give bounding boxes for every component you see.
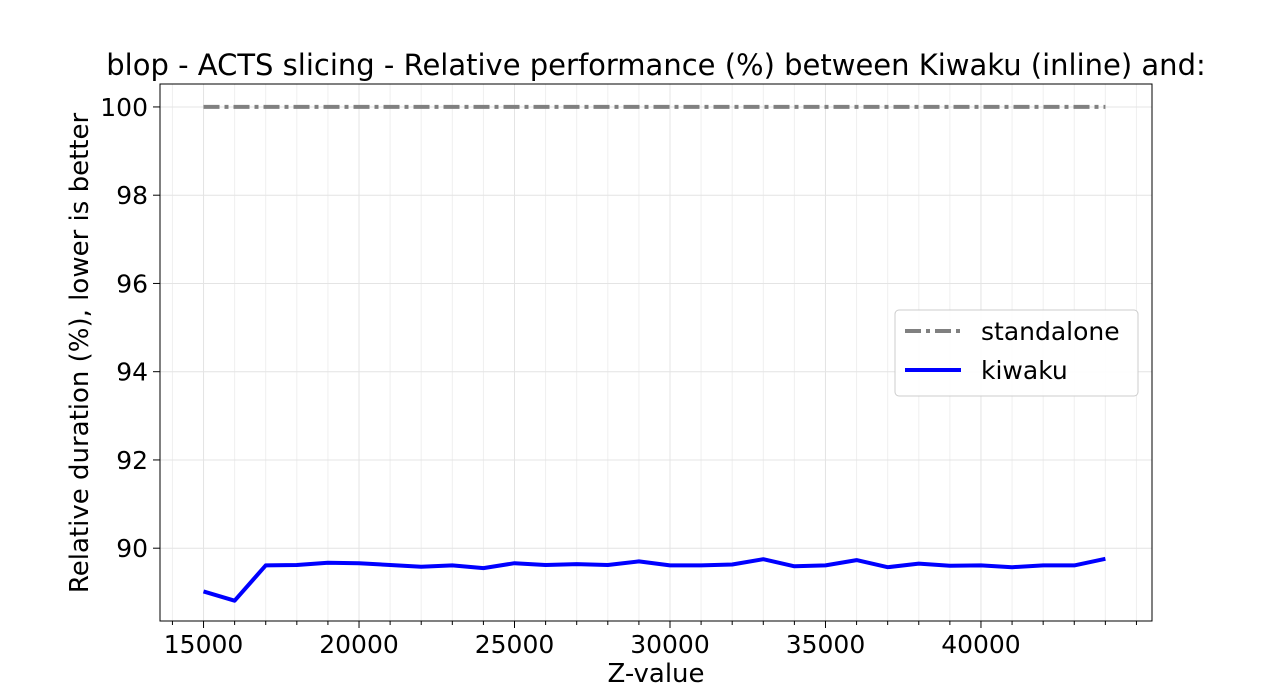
x-tick-label: 20000 <box>319 630 399 659</box>
y-tick-label: 92 <box>116 446 148 475</box>
y-tick-label: 90 <box>116 534 148 563</box>
legend-label-kiwaku: kiwaku <box>981 356 1068 385</box>
plot-series <box>202 104 1106 603</box>
x-tick-label: 25000 <box>475 630 555 659</box>
x-tick-label: 30000 <box>630 630 710 659</box>
x-tick-label: 40000 <box>941 630 1021 659</box>
x-axis: 15000 20000 25000 30000 35000 40000 <box>164 621 1137 659</box>
legend-label-standalone: standalone <box>981 317 1120 346</box>
x-tick-label: 15000 <box>164 630 244 659</box>
y-tick-label: 100 <box>100 93 148 122</box>
series-line-kiwaku <box>202 556 1106 603</box>
y-tick-label: 96 <box>116 269 148 298</box>
chart-title: blop - ACTS slicing - Relative performan… <box>106 48 1206 82</box>
y-axis-label: Relative duration (%), lower is better <box>65 113 95 594</box>
x-tick-label: 35000 <box>786 630 866 659</box>
y-tick-label: 94 <box>116 358 148 387</box>
y-axis: 90 92 94 96 98 100 <box>100 93 160 563</box>
y-tick-label: 98 <box>116 181 148 210</box>
x-axis-label: Z-value <box>607 659 704 689</box>
legend-box <box>894 309 1139 397</box>
plot-area-frame <box>159 83 1153 622</box>
legend: standalone kiwaku <box>894 309 1139 397</box>
